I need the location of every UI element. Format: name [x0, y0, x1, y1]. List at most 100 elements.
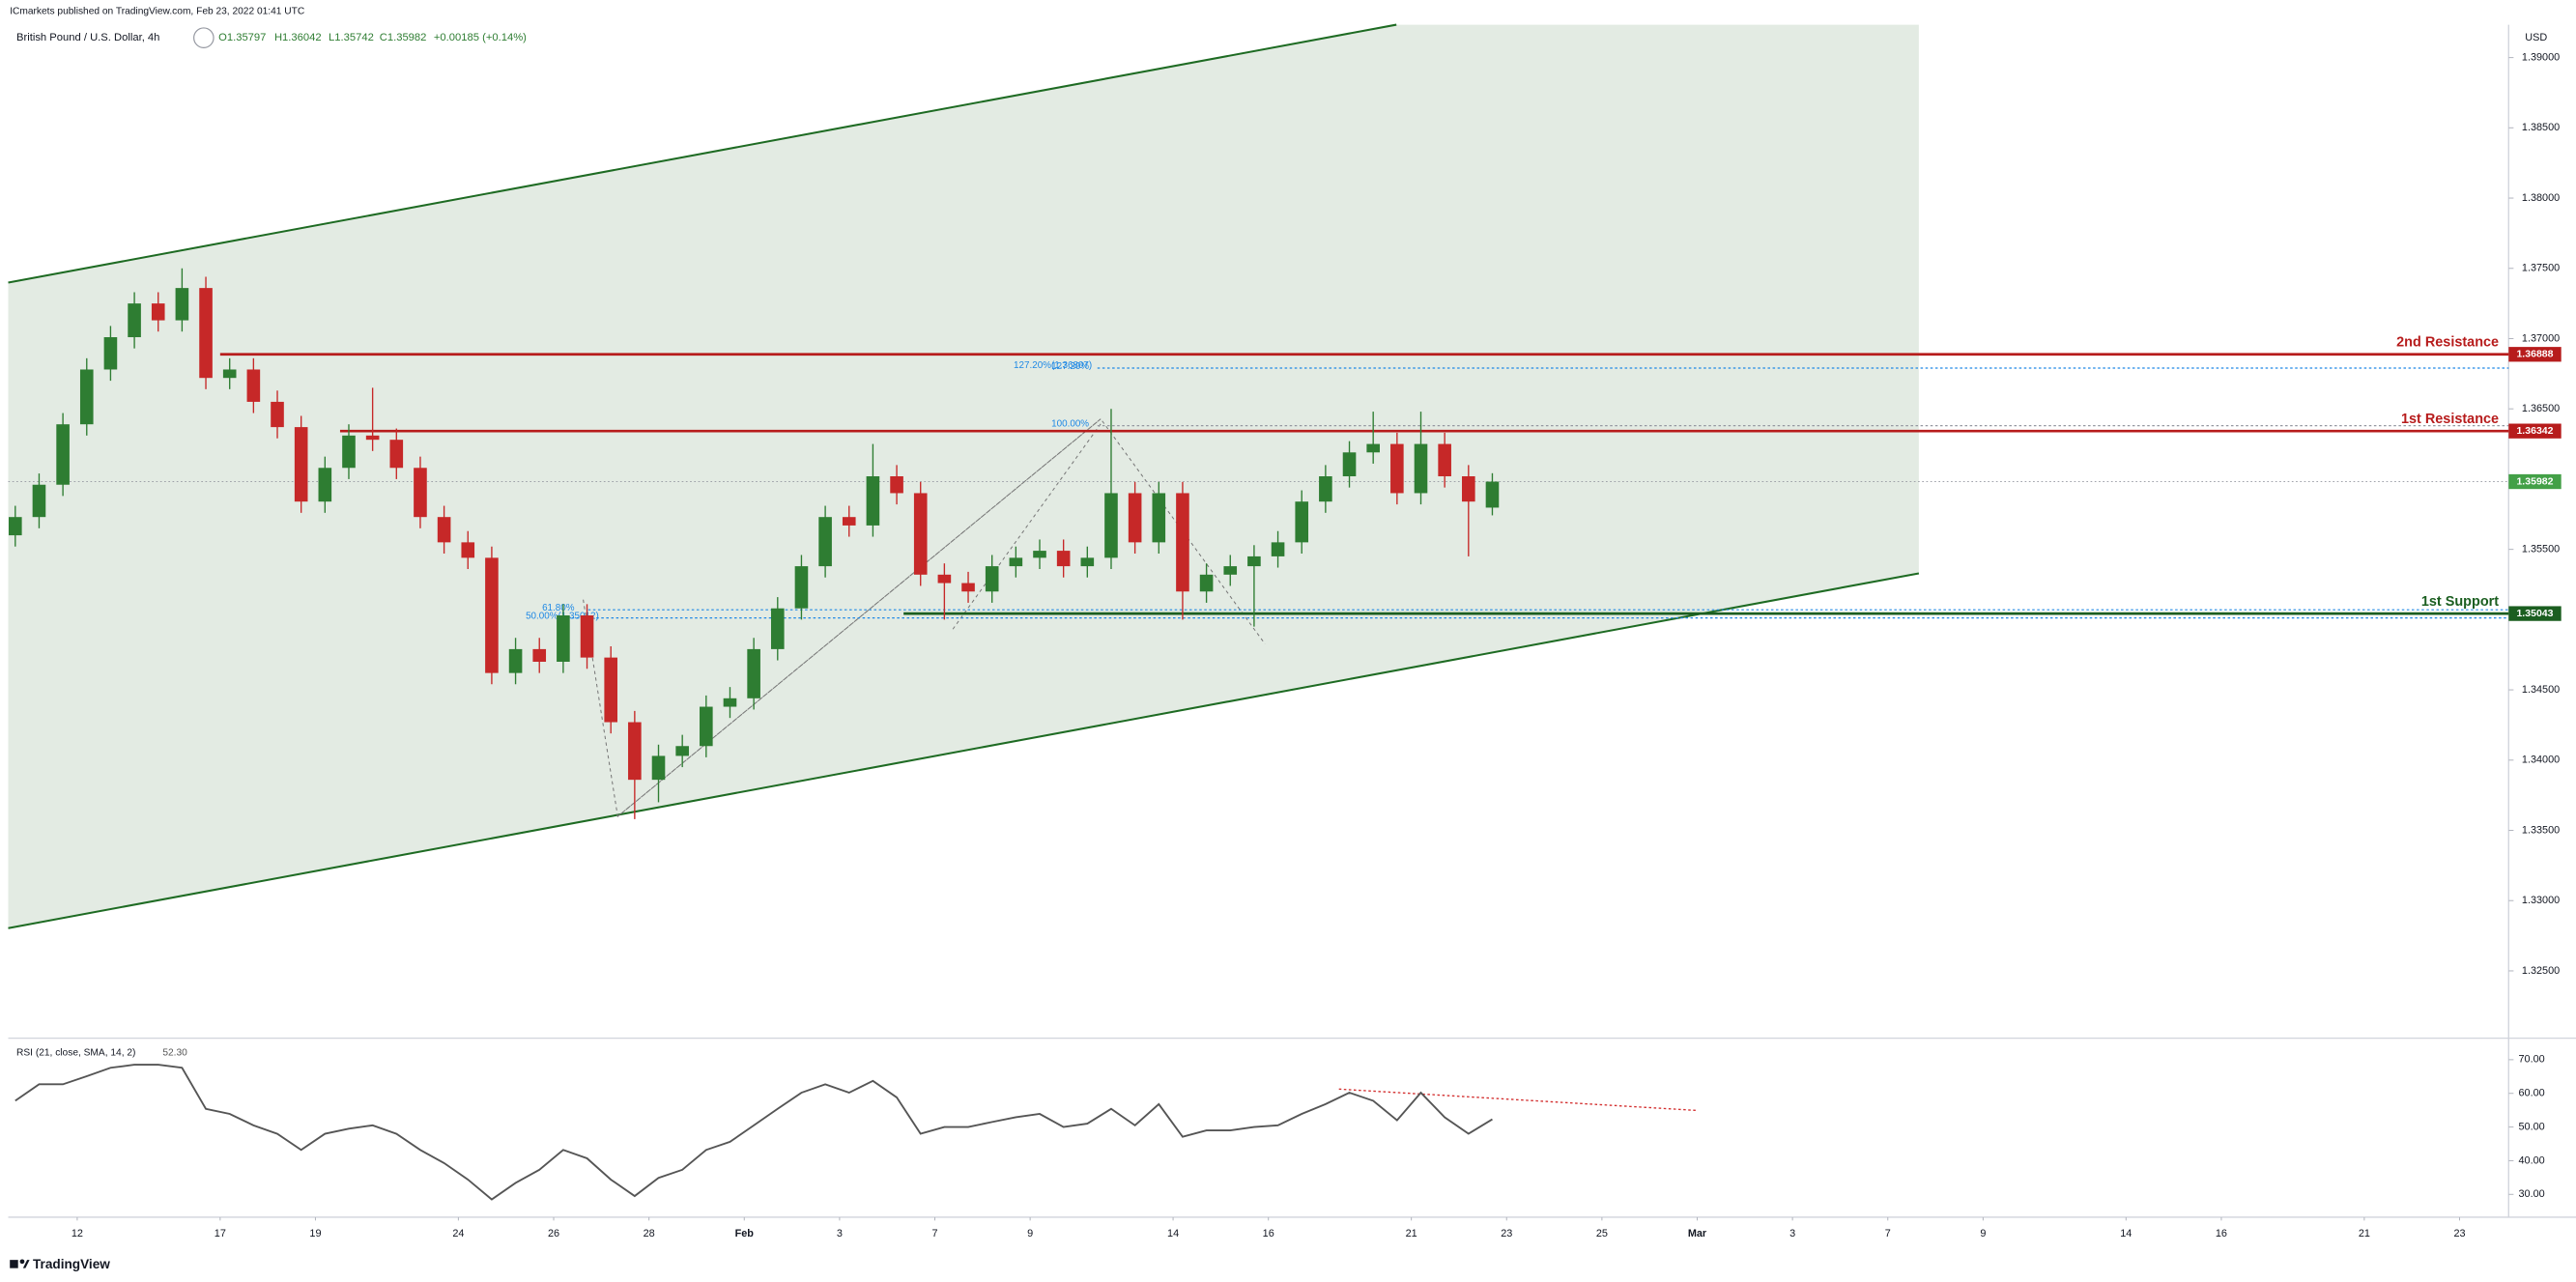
x-tick-label: 26: [548, 1228, 559, 1239]
candle-body: [700, 706, 713, 747]
x-tick-label: 21: [2359, 1228, 2370, 1239]
rsi-value: 52.30: [162, 1048, 187, 1059]
candle-body: [1366, 443, 1380, 453]
y-tick-label: 1.34000: [2522, 755, 2560, 766]
rsi-tick-label: 70.00: [2518, 1054, 2544, 1066]
x-tick-label: 24: [452, 1228, 464, 1239]
y-tick-label: 1.35500: [2522, 544, 2560, 556]
level-name: 1st Resistance: [2401, 412, 2499, 427]
y-tick-label: 1.38000: [2522, 192, 2560, 204]
candle-body: [580, 614, 594, 658]
candle-body: [961, 583, 975, 592]
candle-body: [985, 566, 999, 592]
candle-body: [557, 614, 570, 662]
candle-body: [1056, 551, 1071, 567]
candle-body: [294, 427, 308, 502]
pattern-leg: [616, 418, 1102, 817]
candle-body: [1033, 551, 1046, 558]
candle-body: [56, 424, 70, 485]
candle-body: [604, 657, 617, 723]
y-tick-label: 1.32500: [2522, 965, 2560, 977]
candle-body: [1128, 493, 1142, 543]
x-tick-label: 14: [1167, 1228, 1179, 1239]
x-tick-label: 12: [72, 1228, 83, 1239]
candle-body: [890, 476, 903, 494]
currency: USD: [2525, 32, 2547, 43]
x-tick-label: 28: [644, 1228, 655, 1239]
x-tick-label: 19: [309, 1228, 321, 1239]
candle-body: [532, 648, 547, 662]
candle-body: [222, 369, 237, 379]
candle-body: [508, 648, 523, 673]
candle-body: [1438, 443, 1451, 477]
candle-body: [318, 468, 332, 502]
candle-body: [770, 608, 785, 649]
candle-body: [937, 574, 952, 584]
candle-body: [103, 337, 118, 370]
x-tick-label: 7: [931, 1228, 937, 1239]
x-tick-label: 21: [1406, 1228, 1417, 1239]
y-tick-label: 1.33500: [2522, 824, 2560, 836]
rsi-tick-label: 50.00: [2518, 1121, 2544, 1132]
candle-body: [1223, 566, 1238, 575]
x-tick-label: 14: [2120, 1228, 2132, 1239]
ohlc-low: L1.35742: [329, 32, 374, 43]
price-tag-label: 1.36342: [2516, 425, 2553, 437]
candle-body: [1319, 476, 1332, 502]
candle-body: [389, 440, 404, 469]
y-tick-label: 1.37500: [2522, 263, 2560, 274]
candle-body: [913, 493, 928, 575]
candle-body: [246, 369, 261, 402]
candle-body: [1104, 493, 1118, 558]
x-tick-label: 25: [1596, 1228, 1608, 1239]
candle-body: [1199, 574, 1214, 592]
price-tag: [2508, 606, 2562, 621]
candle-body: [342, 435, 356, 469]
candle-body: [175, 288, 189, 321]
candle-body: [651, 755, 666, 781]
candle-body: [1295, 501, 1309, 543]
brand-logo: [10, 1259, 30, 1268]
price-tag: [2508, 423, 2562, 439]
y-tick-label: 1.34500: [2522, 684, 2560, 696]
candle-body: [628, 722, 642, 781]
candle-body: [32, 484, 46, 518]
rsi-line: [14, 1064, 1493, 1201]
rsi-tick-label: 30.00: [2518, 1188, 2544, 1200]
candle-body: [365, 435, 380, 441]
x-tick-label: 17: [215, 1228, 226, 1239]
rsi-trendline: [1338, 1088, 1698, 1112]
change: +0.00185 (+0.14%): [434, 32, 527, 43]
x-tick-label: 9: [1980, 1228, 1986, 1239]
price-tag-label: 1.36888: [2516, 349, 2553, 360]
x-tick-label: 3: [837, 1228, 843, 1239]
rsi-title: RSI (21, close, SMA, 14, 2): [16, 1048, 135, 1059]
symbol: British Pound / U.S. Dollar, 4h: [16, 32, 159, 43]
candle-body: [675, 746, 689, 756]
candle-body: [1009, 557, 1023, 567]
last-price-label: 1.35982: [2516, 475, 2553, 487]
channel-lower: [8, 572, 1920, 929]
level-name: 1st Support: [2421, 594, 2499, 610]
x-tick-label: Feb: [735, 1228, 755, 1239]
x-tick-label: 23: [2453, 1228, 2465, 1239]
candle-body: [842, 517, 856, 526]
candle-body: [461, 542, 475, 558]
y-tick-label: 1.37000: [2522, 332, 2560, 344]
channel-fill: [8, 24, 1919, 928]
candle-body: [1342, 452, 1357, 477]
candle-body: [1390, 443, 1404, 494]
last-price-tag: [2508, 473, 2562, 490]
price-tag: [2508, 347, 2562, 362]
candle-body: [1271, 542, 1285, 556]
pattern-leg: [952, 423, 1102, 630]
candle-body: [128, 303, 141, 338]
ohlc-close: C1.35982: [380, 32, 427, 43]
fib-label: 127.20%: [1051, 361, 1089, 372]
candle-body: [1485, 481, 1500, 508]
y-tick-label: 1.38500: [2522, 122, 2560, 133]
y-tick-label: 1.39000: [2522, 51, 2560, 63]
candle-body: [485, 557, 499, 673]
